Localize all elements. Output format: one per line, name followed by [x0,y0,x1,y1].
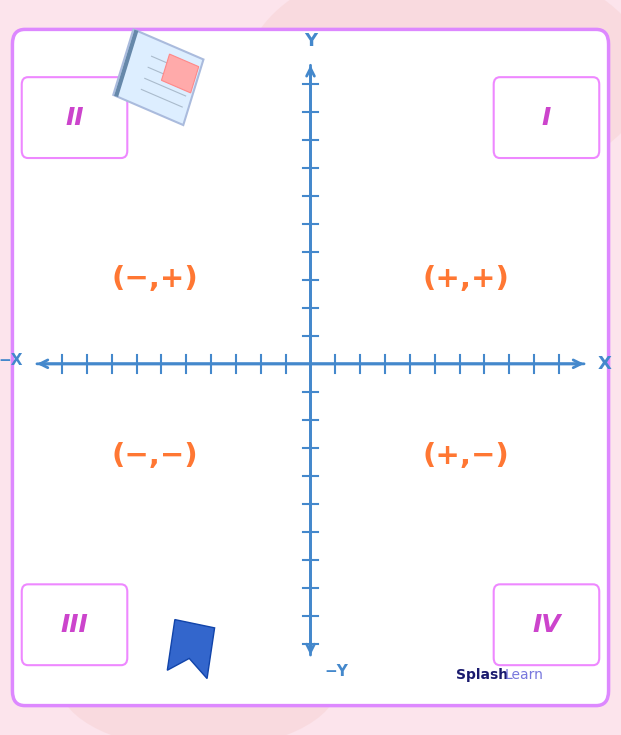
Polygon shape [113,29,204,125]
FancyBboxPatch shape [494,584,599,665]
Polygon shape [167,620,215,678]
Text: Splash: Splash [456,667,509,682]
Ellipse shape [59,617,338,735]
FancyBboxPatch shape [22,584,127,665]
Text: −X: −X [0,353,23,368]
Text: III: III [61,613,88,637]
Polygon shape [161,54,199,93]
Text: (+,−): (+,−) [422,442,509,470]
Text: IV: IV [532,613,561,637]
FancyBboxPatch shape [22,77,127,158]
Text: Y: Y [304,32,317,50]
Ellipse shape [245,0,621,191]
FancyBboxPatch shape [12,29,609,706]
Text: (+,+): (+,+) [422,265,509,293]
Text: (−,−): (−,−) [112,442,199,470]
Text: −Y: −Y [324,664,348,679]
Text: X: X [598,355,612,373]
Text: Learn: Learn [504,667,543,682]
Text: II: II [65,106,84,129]
Text: I: I [542,106,551,129]
Text: (−,+): (−,+) [112,265,199,293]
FancyBboxPatch shape [494,77,599,158]
